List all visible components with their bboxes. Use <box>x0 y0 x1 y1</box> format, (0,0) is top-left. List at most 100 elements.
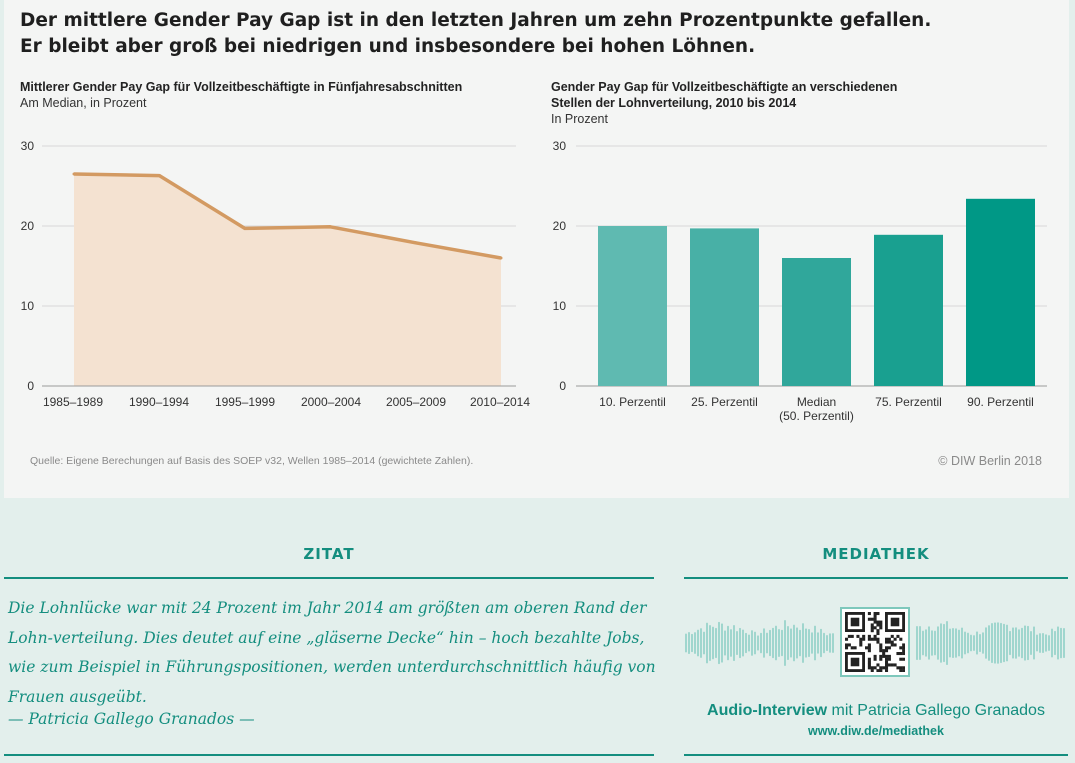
qr-module <box>873 626 877 630</box>
qr-module <box>870 629 874 633</box>
audio-interview-label: Audio-Interview <box>707 702 828 719</box>
qr-module <box>882 666 886 670</box>
qr-module <box>859 637 863 641</box>
x-tick-label: 1985–1989 <box>43 395 103 409</box>
qr-module <box>850 646 854 650</box>
right-chart-title-2: Stellen der Lohnverteilung, 2010 bis 201… <box>551 96 797 110</box>
source-note: Quelle: Eigene Berechungen auf Basis des… <box>30 455 474 467</box>
qr-module <box>887 654 891 658</box>
mediathek-top-rule <box>684 577 1068 579</box>
mediathek-url[interactable]: www.diw.de/mediathek <box>808 724 944 738</box>
qr-module <box>882 654 886 658</box>
y-tick-label: 10 <box>21 299 35 313</box>
y-tick-label: 30 <box>21 139 35 153</box>
qr-module <box>845 646 849 650</box>
qr-module <box>887 663 891 667</box>
x-tick-label: 25. Perzentil <box>691 395 758 409</box>
quote-author: — Patricia Gallego Granados — <box>8 710 255 728</box>
qr-module <box>879 626 883 630</box>
area-fill <box>74 174 501 386</box>
zitat-top-rule <box>4 577 654 579</box>
qr-module <box>885 663 889 667</box>
qr-module <box>867 660 871 664</box>
qr-module <box>902 666 905 670</box>
qr-module <box>879 649 883 653</box>
data-point <box>414 241 418 245</box>
qr-module <box>885 646 889 650</box>
x-tick-label: 2000–2004 <box>301 395 361 409</box>
qr-module <box>896 634 900 638</box>
qr-module <box>870 669 874 672</box>
y-tick-label: 20 <box>553 219 567 233</box>
qr-module <box>873 666 877 670</box>
quote-text: Die Lohnlücke war mit 24 Prozent im Jahr… <box>8 599 656 706</box>
zitat-bottom-rule <box>4 754 654 756</box>
qr-module <box>902 646 905 650</box>
x-tick-label: 1995–1999 <box>215 395 275 409</box>
audio-interview-link[interactable]: Audio-Interview mit Patricia Gallego Gra… <box>684 702 1068 720</box>
qr-module <box>847 634 851 638</box>
qr-module <box>885 660 889 664</box>
data-point <box>72 172 76 176</box>
qr-module <box>902 649 905 653</box>
bar <box>874 234 943 386</box>
qr-module <box>885 649 889 653</box>
qr-module <box>890 634 894 638</box>
qr-module <box>876 669 880 672</box>
qr-module <box>882 652 886 656</box>
qr-module <box>902 669 905 672</box>
qr-module <box>867 646 871 650</box>
qr-module <box>873 612 877 616</box>
y-tick-label: 30 <box>553 139 567 153</box>
data-point <box>243 226 247 230</box>
qr-module <box>845 637 849 641</box>
qr-module <box>896 666 900 670</box>
x-tick-label: 75. Perzentil <box>875 395 942 409</box>
qr-module <box>862 637 866 641</box>
qr-module <box>879 646 883 650</box>
qr-module <box>893 637 897 641</box>
qr-module <box>867 617 871 621</box>
qr-module <box>865 646 869 650</box>
right-chart-title-1: Gender Pay Gap für Vollzeitbeschäftigte … <box>551 80 898 94</box>
mediathek-bottom-rule <box>684 754 1068 756</box>
y-tick-label: 0 <box>27 379 34 393</box>
y-tick-label: 20 <box>21 219 35 233</box>
qr-module <box>867 637 871 641</box>
qr-module <box>873 637 877 641</box>
qr-module <box>887 637 891 641</box>
qr-module <box>876 632 880 636</box>
qr-module <box>882 649 886 653</box>
x-tick-label: 2005–2009 <box>386 395 446 409</box>
qr-module <box>876 640 880 644</box>
qr-module <box>859 643 863 647</box>
qr-module <box>885 666 889 670</box>
zitat-heading: ZITAT <box>303 545 355 563</box>
qr-code-icon[interactable] <box>840 607 910 677</box>
qr-finder-core <box>890 617 900 627</box>
series-line <box>73 172 502 260</box>
right-bar-chart: 0 10 20 30 10. Perzentil 25. Perzentil Median(… <box>553 139 1047 423</box>
right-chart-note: In Prozent <box>551 112 608 126</box>
qr-module <box>885 669 889 672</box>
qr-finder-core <box>850 617 860 627</box>
qr-module <box>847 643 851 647</box>
qr-module <box>902 657 905 661</box>
qr-module <box>879 643 883 647</box>
qr-module <box>867 666 871 670</box>
qr-module <box>887 646 891 650</box>
qr-module <box>885 654 889 658</box>
audio-interview-guest: mit Patricia Gallego Granados <box>827 702 1045 719</box>
qr-module <box>873 634 877 638</box>
headline-line-2: Er bleibt aber groß bei niedrigen und in… <box>20 36 756 57</box>
x-tick-label: (50. Perzentil) <box>779 409 854 423</box>
qr-module <box>887 657 891 661</box>
qr-module <box>867 634 871 638</box>
qr-module <box>859 640 863 644</box>
qr-module <box>873 657 877 661</box>
qr-module <box>876 629 880 633</box>
data-point <box>499 256 503 260</box>
x-tick-label: Median <box>797 395 836 409</box>
qr-module <box>899 652 903 656</box>
qr-module <box>890 663 894 667</box>
